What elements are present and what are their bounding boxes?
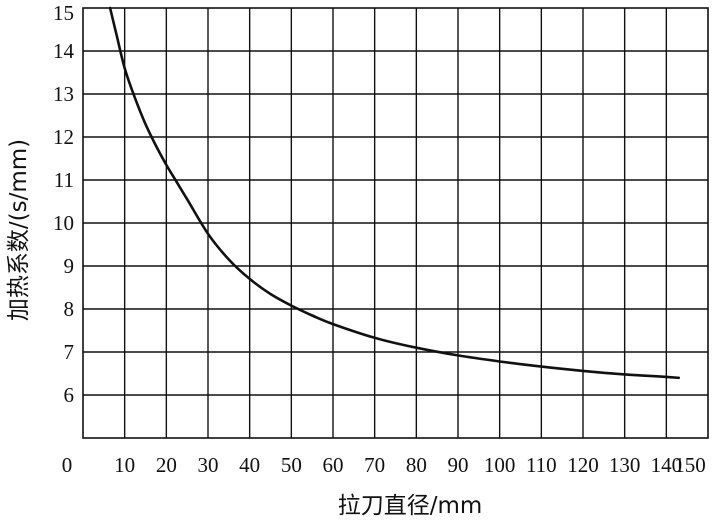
y-tick-label: 8 — [64, 297, 75, 321]
y-tick-label: 7 — [64, 340, 75, 364]
y-tick-label: 12 — [53, 125, 74, 149]
y-tick-labels: 6 7 8 9 10 11 12 13 14 15 — [53, 1, 75, 407]
x-tick-label: 0 — [62, 453, 73, 477]
x-tick-label: 80 — [406, 453, 427, 477]
x-tick-label: 20 — [156, 453, 177, 477]
x-tick-label: 140 — [651, 453, 683, 477]
y-tick-label: 9 — [64, 254, 75, 278]
series-line — [108, 6, 681, 380]
x-tick-label: 90 — [448, 453, 469, 477]
y-tick-label: 15 — [53, 1, 74, 25]
y-axis-label: 加热系数/(s/mm) — [6, 139, 32, 321]
x-tick-label: 120 — [567, 453, 599, 477]
y-tick-label: 6 — [64, 383, 75, 407]
x-tick-label: 100 — [484, 453, 516, 477]
x-tick-label: 30 — [198, 453, 219, 477]
y-tick-label: 10 — [53, 211, 74, 235]
x-axis-label: 拉刀直径/mm — [338, 493, 483, 519]
y-tick-label: 13 — [53, 82, 74, 106]
x-tick-label: 60 — [323, 453, 344, 477]
x-tick-label: 110 — [526, 453, 557, 477]
y-tick-label: 11 — [54, 168, 74, 192]
x-tick-label: 50 — [281, 453, 302, 477]
x-tick-label: 70 — [364, 453, 385, 477]
grid — [82, 7, 709, 439]
x-tick-label: 150 — [674, 453, 706, 477]
x-tick-label: 10 — [114, 453, 135, 477]
series-layer — [108, 6, 681, 380]
x-tick-label: 40 — [239, 453, 260, 477]
y-tick-label: 14 — [53, 39, 75, 63]
x-tick-label: 130 — [609, 453, 641, 477]
